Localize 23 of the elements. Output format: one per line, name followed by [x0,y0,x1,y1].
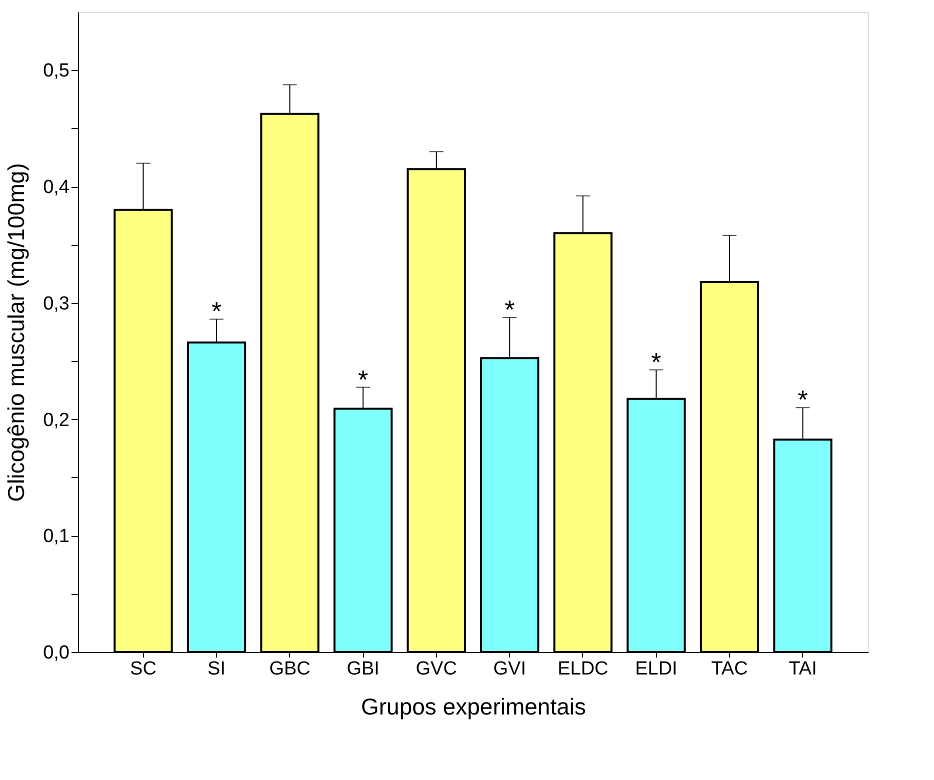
x-tick-label: SI [208,658,226,680]
annotation: * [358,364,368,394]
x-tick-label: GBI [346,658,380,680]
annotation: * [211,296,222,326]
annotation: * [651,346,662,377]
annotation: * [504,294,515,324]
x-tick-label: GBC [269,658,310,680]
x-tick-label: ELDC [558,658,608,680]
x-tick-label: ELDI [635,658,678,680]
x-tick-label: GVC [416,658,457,680]
y-tick-label: 0,3 [43,293,70,314]
x-tick-label: TAC [711,658,748,680]
y-tick-label: 0,2 [43,410,70,431]
y-axis-title: Glicogênio muscular (mg/100mg) [3,163,30,502]
y-tick-label: 0,1 [43,526,70,548]
x-axis-title: Grupos experimentais [361,694,586,720]
x-tick-label: TAI [788,658,817,680]
y-tick-label: 0,0 [43,642,70,664]
y-tick-label: 0,5 [43,60,70,82]
y-tick-label: 0,4 [43,177,70,198]
x-tick-label: SC [130,658,156,680]
annotation: * [798,384,808,415]
x-tick-label: GVI [493,658,526,680]
